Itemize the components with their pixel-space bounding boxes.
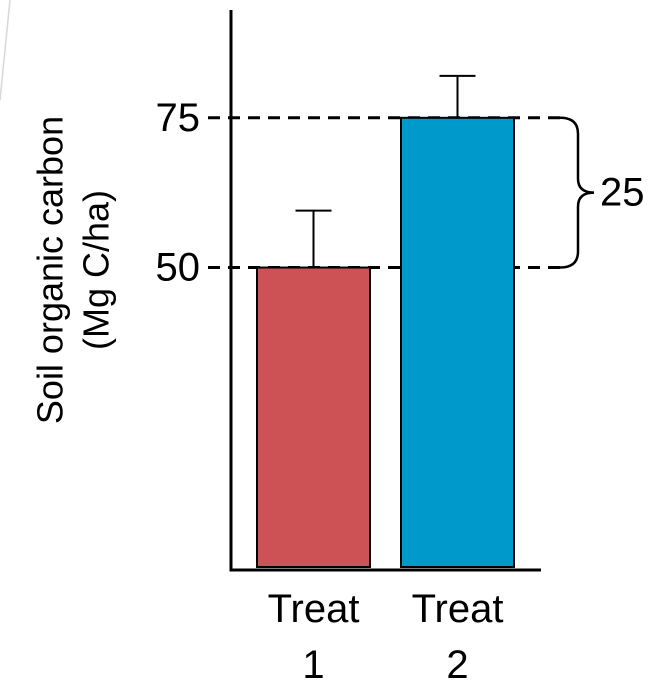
bar-1 [256,266,371,568]
y-axis-title-line: (Mg C/ha) [76,190,117,350]
x-tick-labels: Treat 1 Treat 2 [268,587,504,682]
x-tick-label-1: 1 [302,643,324,682]
y-axis-label: Soil organic carbon (Mg C/ha) [30,116,117,424]
x-tick-label-1: Treat [268,587,360,631]
bar-2 [400,116,515,568]
difference-brace: 25 [559,116,645,269]
error-bars [295,74,476,268]
x-tick-label-2: Treat [412,587,504,631]
axes [229,10,541,572]
y-axis-title-line: Soil organic carbon [30,116,71,424]
y-tick-label: 50 [156,246,201,290]
x-tick-label-2: 2 [446,643,468,682]
brace-path [559,116,595,269]
y-tick-label: 75 [156,96,201,140]
difference-label: 25 [600,171,645,215]
slide-edge-line [0,0,11,101]
y-ticks: 50 75 [156,96,201,290]
bars [256,116,515,568]
